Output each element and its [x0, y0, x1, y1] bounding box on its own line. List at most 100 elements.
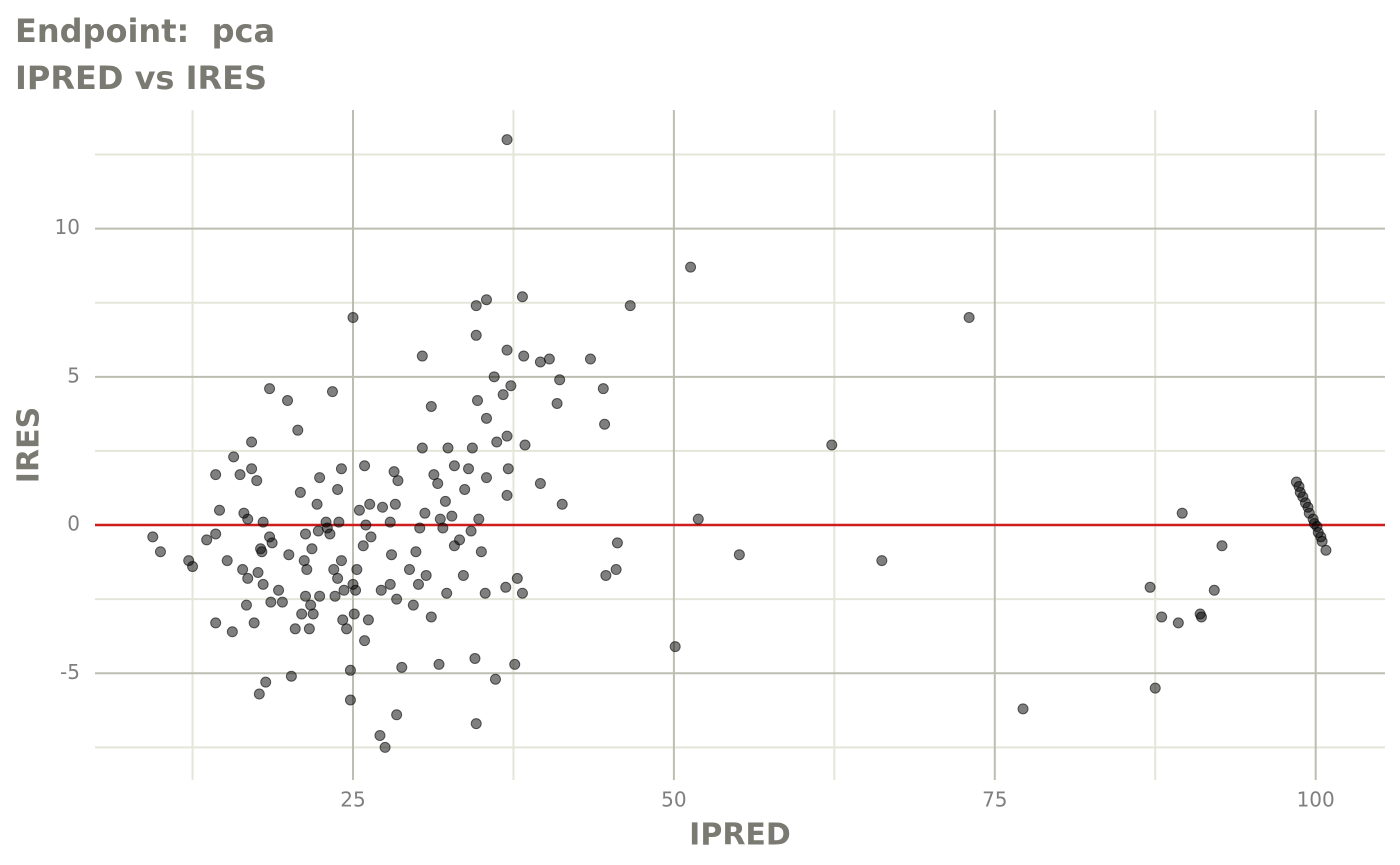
point	[246, 436, 258, 448]
point	[379, 741, 391, 753]
point	[425, 611, 437, 623]
point	[501, 430, 513, 442]
point	[335, 463, 347, 475]
point	[348, 608, 360, 620]
point	[480, 294, 492, 306]
point	[543, 353, 555, 365]
point	[433, 658, 445, 670]
point	[365, 531, 377, 543]
point	[466, 442, 478, 454]
point	[501, 344, 513, 356]
point	[407, 599, 419, 611]
y-tick-label: -5	[60, 660, 80, 684]
point	[556, 498, 568, 510]
point	[505, 380, 517, 392]
point	[509, 658, 521, 670]
point	[350, 584, 362, 596]
point	[488, 371, 500, 383]
point	[344, 694, 356, 706]
point	[439, 495, 451, 507]
point	[518, 350, 530, 362]
point	[1156, 611, 1168, 623]
point	[610, 564, 622, 576]
point	[479, 587, 491, 599]
point	[375, 584, 387, 596]
point	[256, 546, 268, 558]
point	[534, 356, 546, 368]
point	[264, 383, 276, 395]
point	[469, 652, 481, 664]
point	[1320, 544, 1332, 556]
point	[333, 516, 345, 528]
point	[511, 572, 523, 584]
x-tick-label: 75	[982, 788, 1007, 812]
point	[441, 587, 453, 599]
point	[516, 587, 528, 599]
point	[228, 451, 240, 463]
point	[584, 353, 596, 365]
point	[611, 537, 623, 549]
point	[876, 555, 888, 567]
point	[391, 709, 403, 721]
point	[360, 519, 372, 531]
point	[214, 504, 226, 516]
point	[246, 463, 258, 475]
point	[1195, 611, 1207, 623]
y-tick-label: 0	[67, 512, 80, 536]
point	[292, 424, 304, 436]
point	[410, 546, 422, 558]
point	[300, 528, 312, 540]
point	[519, 439, 531, 451]
point	[324, 528, 336, 540]
point	[454, 534, 466, 546]
y-tick-label: 5	[67, 363, 80, 387]
point	[1144, 581, 1156, 593]
point	[685, 261, 697, 273]
point	[497, 389, 509, 401]
point	[341, 623, 353, 635]
point	[251, 475, 263, 487]
point	[472, 395, 484, 407]
point	[470, 329, 482, 341]
point	[282, 395, 294, 407]
point	[221, 555, 233, 567]
point	[396, 661, 408, 673]
point	[357, 540, 369, 552]
point	[266, 537, 278, 549]
point	[242, 572, 254, 584]
point	[301, 564, 313, 576]
x-tick-label: 100	[1297, 788, 1335, 812]
point	[253, 688, 265, 700]
point	[285, 670, 297, 682]
point	[386, 549, 398, 561]
point	[351, 564, 363, 576]
point	[448, 460, 460, 472]
point	[516, 291, 528, 303]
point	[147, 531, 159, 543]
point	[384, 516, 396, 528]
point	[480, 412, 492, 424]
point	[248, 617, 260, 629]
point	[1176, 507, 1188, 519]
point	[257, 578, 269, 590]
point	[403, 564, 415, 576]
point	[359, 635, 371, 647]
point	[187, 561, 199, 573]
point	[692, 513, 704, 525]
point	[234, 469, 246, 481]
point	[437, 522, 449, 534]
point	[201, 534, 213, 546]
y-tick-label: 10	[55, 215, 80, 239]
point	[457, 569, 469, 581]
point	[963, 312, 975, 324]
point	[465, 525, 477, 537]
point	[377, 501, 389, 513]
point	[311, 498, 323, 510]
chart-subtitle: IPRED vs IRES	[15, 59, 267, 97]
point	[242, 513, 254, 525]
point	[442, 442, 454, 454]
point	[314, 472, 326, 484]
point	[359, 460, 371, 472]
point	[314, 590, 326, 602]
point	[491, 436, 503, 448]
